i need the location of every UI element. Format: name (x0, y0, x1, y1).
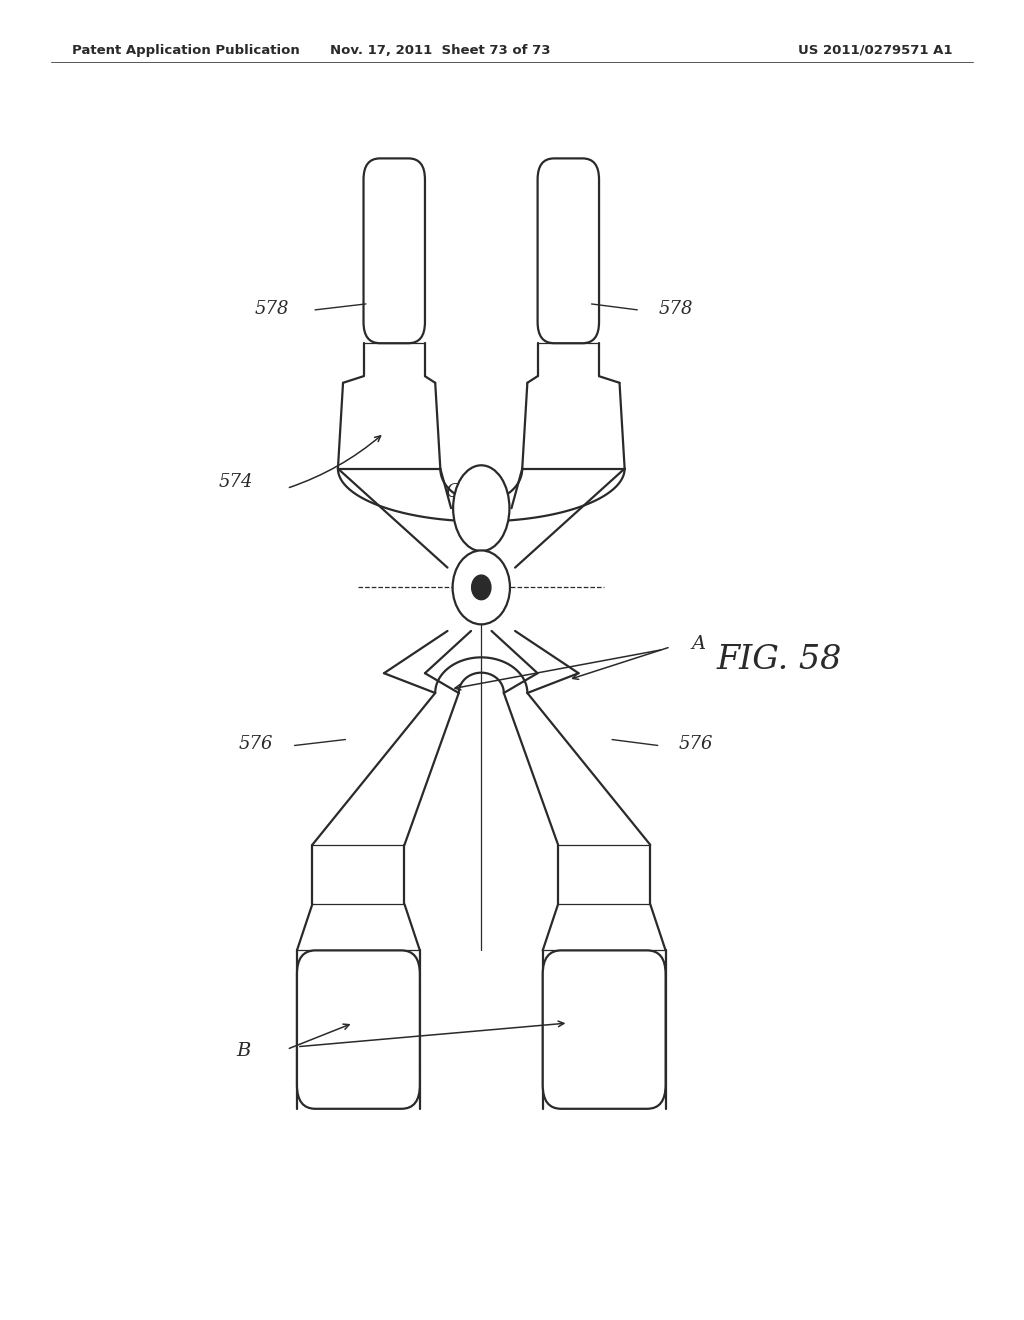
Text: Patent Application Publication: Patent Application Publication (72, 44, 299, 57)
FancyBboxPatch shape (543, 950, 666, 1109)
Text: 574: 574 (218, 473, 253, 491)
Text: 576: 576 (239, 735, 273, 754)
Circle shape (453, 550, 510, 624)
Text: US 2011/0279571 A1: US 2011/0279571 A1 (798, 44, 952, 57)
Text: 578: 578 (254, 300, 289, 318)
Text: FIG. 58: FIG. 58 (717, 644, 842, 676)
Text: B: B (237, 1041, 251, 1060)
Text: A: A (691, 635, 706, 653)
Ellipse shape (453, 466, 510, 552)
FancyBboxPatch shape (297, 950, 420, 1109)
Text: C: C (445, 483, 460, 502)
FancyBboxPatch shape (538, 158, 599, 343)
Circle shape (472, 576, 490, 599)
FancyBboxPatch shape (364, 158, 425, 343)
Text: Nov. 17, 2011  Sheet 73 of 73: Nov. 17, 2011 Sheet 73 of 73 (330, 44, 551, 57)
Text: 578: 578 (658, 300, 693, 318)
Text: 576: 576 (679, 735, 714, 754)
